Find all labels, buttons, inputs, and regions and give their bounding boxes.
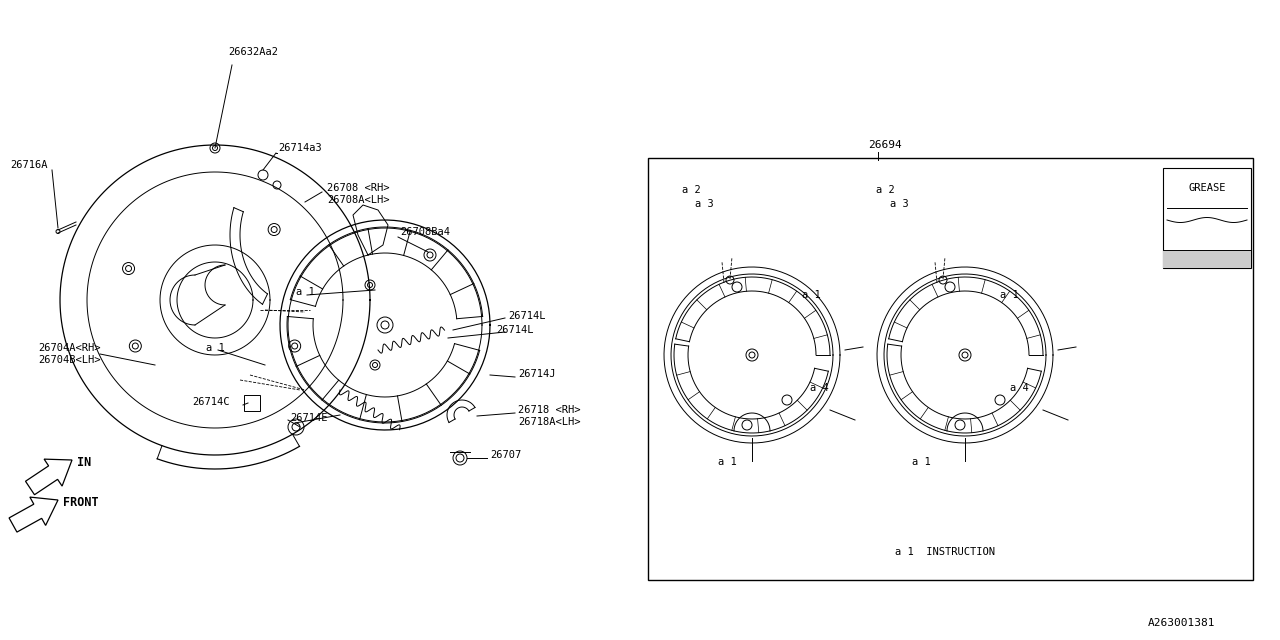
Text: a 4: a 4 [810,383,828,393]
Bar [648,158,1253,580]
Text: 26708 <RH>: 26708 <RH> [326,183,389,193]
Text: 26716A: 26716A [10,160,47,170]
Text: a 4: a 4 [1010,383,1029,393]
Text: IN: IN [77,456,91,468]
Text: 26718A<LH>: 26718A<LH> [518,417,581,427]
Bar [244,395,260,411]
Text: 26704A<RH>: 26704A<RH> [38,343,101,353]
Text: 26718 <RH>: 26718 <RH> [518,405,581,415]
Polygon shape [26,459,72,495]
Text: a 1: a 1 [718,457,737,467]
Text: 26714L: 26714L [497,325,534,335]
Text: a 1: a 1 [206,343,225,353]
Text: 26714C: 26714C [192,397,229,407]
Text: a 1: a 1 [803,290,820,300]
Text: 26714E: 26714E [291,413,328,423]
Text: a 3: a 3 [890,199,909,209]
Text: GREASE: GREASE [1188,183,1226,193]
Text: a 1: a 1 [913,457,931,467]
Text: 26708A<LH>: 26708A<LH> [326,195,389,205]
Text: A263001381: A263001381 [1148,618,1216,628]
Text: 26694: 26694 [868,140,901,150]
Text: 26708Ba4: 26708Ba4 [401,227,451,237]
Text: a 1  INSTRUCTION: a 1 INSTRUCTION [895,547,995,557]
Text: 26714L: 26714L [508,311,545,321]
Bar [1164,250,1251,268]
Text: 26714a3: 26714a3 [278,143,321,153]
Text: a 2: a 2 [682,185,700,195]
Text: FRONT: FRONT [63,495,99,509]
Polygon shape [9,497,58,532]
Text: 26714J: 26714J [518,369,556,379]
Text: 26707: 26707 [490,450,521,460]
Text: 26704B<LH>: 26704B<LH> [38,355,101,365]
Text: a 1: a 1 [296,287,315,297]
Bar [1164,168,1251,268]
Text: 26632Aa2: 26632Aa2 [228,47,278,57]
Text: a 1: a 1 [1000,290,1019,300]
Text: a 2: a 2 [876,185,895,195]
Text: a 3: a 3 [695,199,714,209]
